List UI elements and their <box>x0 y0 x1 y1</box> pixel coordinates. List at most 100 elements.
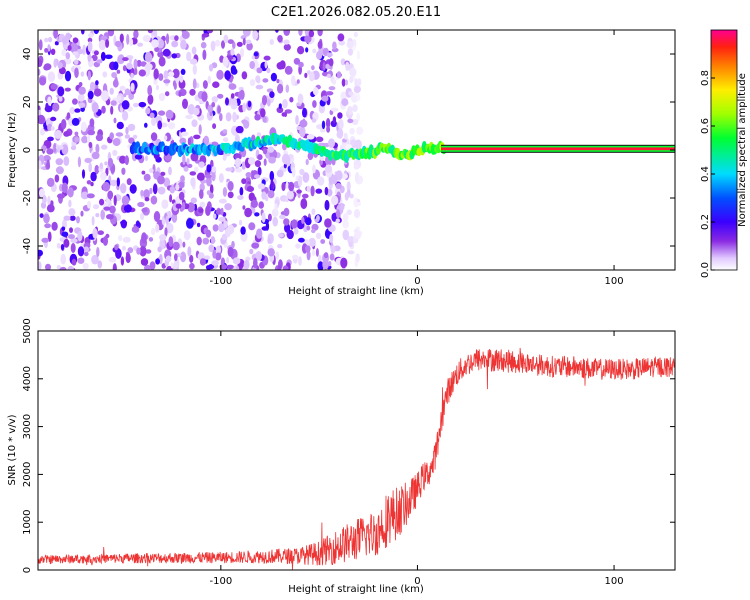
noise-blob <box>205 265 212 270</box>
noise-blob <box>52 102 60 112</box>
noise-blob <box>63 156 70 167</box>
noise-blob <box>112 149 118 156</box>
noise-blob <box>48 36 53 43</box>
noise-blob <box>277 265 282 270</box>
noise-blob <box>173 261 178 270</box>
noise-blob <box>51 221 58 231</box>
noise-blob <box>119 33 124 43</box>
x-tick-label: 100 <box>605 576 624 587</box>
noise-blob <box>355 253 360 263</box>
noise-blob <box>141 232 147 244</box>
noise-blob <box>288 181 295 192</box>
noise-blob <box>251 55 255 60</box>
noise-blob <box>158 110 166 116</box>
noise-blob <box>190 177 196 187</box>
noise-blob <box>346 209 352 216</box>
noise-blob <box>207 30 213 34</box>
noise-blob <box>316 124 323 130</box>
noise-blob <box>324 218 332 228</box>
noise-blob <box>45 102 49 111</box>
noise-blob <box>234 134 240 144</box>
noise-blob <box>205 205 211 216</box>
noise-blob <box>56 265 61 270</box>
noise-blob <box>345 79 348 86</box>
noise-blob <box>70 243 76 253</box>
noise-blob <box>114 244 119 251</box>
noise-blob <box>339 203 345 211</box>
noise-blob <box>351 119 359 125</box>
noise-blob <box>62 37 68 45</box>
noise-blob <box>70 238 78 243</box>
noise-blob <box>227 246 234 257</box>
noise-blob <box>57 86 65 97</box>
noise-blob <box>155 258 161 265</box>
noise-blob <box>200 41 207 49</box>
noise-blob <box>332 41 337 50</box>
noise-blob <box>218 223 225 233</box>
noise-blob <box>283 218 290 226</box>
noise-blob <box>264 60 268 69</box>
noise-blob <box>235 125 244 134</box>
snr-series-line <box>38 347 675 570</box>
noise-blob <box>211 260 219 266</box>
noise-blob <box>144 63 153 71</box>
noise-blob <box>50 48 56 55</box>
noise-blob <box>331 78 337 85</box>
noise-blob <box>322 61 326 71</box>
noise-blob <box>87 37 93 43</box>
noise-blob <box>44 48 49 53</box>
noise-blob <box>112 79 119 88</box>
noise-blob <box>39 128 45 136</box>
noise-blob <box>295 115 299 125</box>
noise-blob <box>60 253 66 265</box>
spectrogram-ticks: -100 0 100 -40 -20 0 20 40 <box>22 30 675 287</box>
noise-blob <box>246 186 255 192</box>
noise-blob <box>325 164 332 173</box>
noise-blob <box>221 40 225 49</box>
noise-blob <box>180 251 187 263</box>
noise-blob <box>269 91 275 98</box>
noise-blob <box>61 226 66 231</box>
noise-blob <box>170 262 174 269</box>
noise-blob <box>239 186 244 196</box>
noise-blob <box>235 265 240 270</box>
noise-blob <box>261 212 266 223</box>
noise-blob <box>165 222 174 234</box>
noise-blob <box>123 204 132 213</box>
noise-blob <box>221 234 228 241</box>
noise-blob <box>234 157 242 168</box>
noise-blob <box>194 166 199 173</box>
noise-blob <box>168 166 172 176</box>
noise-blob <box>269 170 275 181</box>
noise-blob <box>331 174 338 185</box>
noise-blob <box>198 208 204 214</box>
noise-blob <box>196 222 201 228</box>
noise-blob <box>72 37 79 44</box>
noise-blob <box>206 190 211 196</box>
noise-blob <box>283 30 290 36</box>
noise-blob <box>168 236 174 248</box>
noise-blob <box>161 199 169 209</box>
noise-blob <box>190 197 197 204</box>
noise-blob <box>324 199 330 211</box>
noise-blob <box>254 212 260 217</box>
noise-blob <box>102 236 108 246</box>
noise-blob <box>354 230 362 240</box>
noise-blob <box>50 126 55 131</box>
noise-blob <box>134 68 138 75</box>
noise-blob <box>140 213 145 221</box>
noise-blob <box>258 201 265 209</box>
noise-blob <box>74 67 79 79</box>
noise-blob <box>237 195 244 200</box>
noise-blob <box>335 170 343 181</box>
noise-blob <box>304 72 308 78</box>
noise-blob <box>306 134 315 140</box>
noise-blob <box>189 58 198 65</box>
noise-blob <box>199 201 206 208</box>
noise-blob <box>100 209 105 220</box>
noise-blob <box>120 256 125 266</box>
noise-blob <box>102 71 108 78</box>
noise-blob <box>331 195 339 206</box>
y-tick-label: 0 <box>22 147 33 153</box>
